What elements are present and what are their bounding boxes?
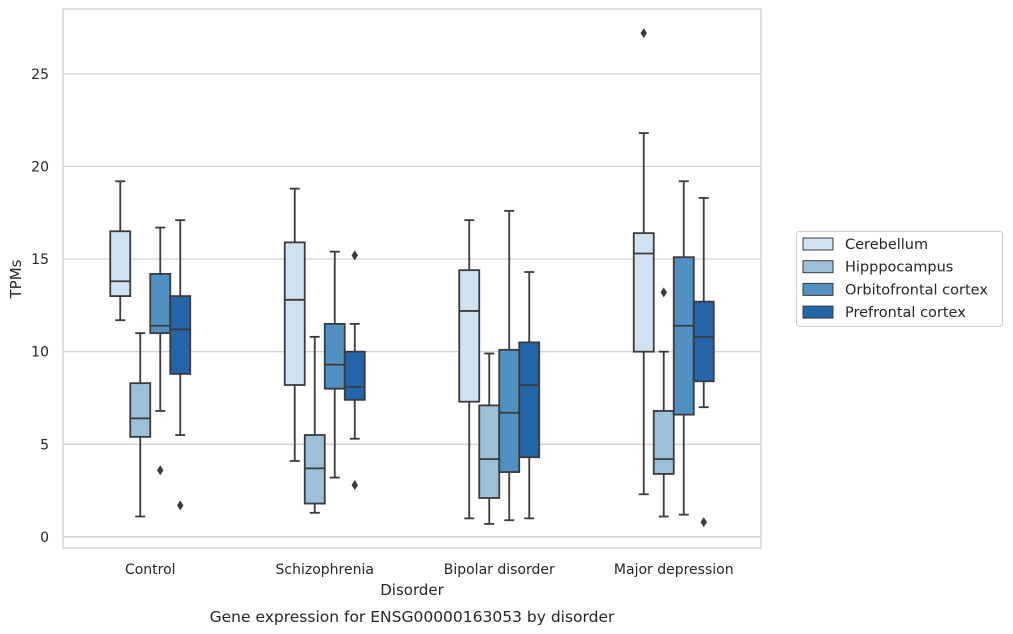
y-tick-label: 0	[40, 530, 49, 546]
legend-label: Prefrontal cortex	[845, 305, 966, 321]
box-iqr	[303, 434, 326, 505]
x-tick-label: Bipolar disorder	[444, 562, 555, 578]
box-iqr	[283, 241, 306, 386]
legend-swatch	[802, 237, 834, 251]
box-cerebellum-bipolar-disorder	[458, 219, 481, 520]
box-prefrontal-cortex-bipolar-disorder	[518, 271, 541, 520]
y-tick-label: 5	[40, 437, 49, 453]
chart-caption: Gene expression for ENSG00000163053 by d…	[210, 608, 615, 626]
box-iqr	[498, 348, 521, 473]
y-tick-label: 25	[31, 67, 49, 83]
y-tick-label: 20	[31, 159, 49, 175]
box-cerebellum-major-depression	[632, 28, 655, 496]
legend-swatch	[802, 260, 834, 274]
box-iqr	[149, 272, 172, 335]
box-iqr	[323, 322, 346, 390]
outlier-point	[351, 250, 358, 261]
x-tick-label: Control	[125, 562, 176, 578]
box-cerebellum-schizophrenia	[283, 187, 306, 462]
box-iqr	[109, 230, 132, 297]
x-tick-label: Major depression	[614, 562, 734, 578]
box-hipppocampus-schizophrenia	[303, 335, 326, 514]
outlier-point	[640, 28, 647, 39]
y-tick-label: 15	[31, 252, 49, 268]
box-iqr	[518, 341, 541, 459]
x-tick-label: Schizophrenia	[276, 562, 374, 578]
legend-frame	[796, 231, 1003, 327]
box-iqr	[169, 295, 192, 375]
box-hipppocampus-major-depression	[652, 287, 675, 518]
box-prefrontal-cortex-major-depression	[692, 197, 715, 528]
legend: Cerebellum Hipppocampus Orbitofrontal cort…	[796, 231, 1003, 327]
outlier-point	[700, 517, 707, 528]
box-iqr	[343, 350, 366, 401]
box-prefrontal-cortex-control	[169, 219, 192, 511]
outlier-point	[660, 287, 667, 298]
boxes	[109, 28, 715, 528]
legend-swatch	[802, 282, 834, 296]
legend-label: Cerebellum	[845, 237, 928, 253]
x-axis-title: Disorder	[380, 581, 444, 599]
box-hipppocampus-control	[129, 332, 152, 518]
box-iqr	[129, 382, 152, 438]
x-axis-ticks: Control Schizophrenia Bipolar disorder Majo…	[125, 562, 734, 578]
box-iqr	[672, 256, 695, 416]
box-cerebellum-control	[109, 180, 132, 322]
box-iqr	[478, 404, 501, 499]
legend-label: Orbitofrontal cortex	[845, 282, 988, 298]
outlier-point	[177, 500, 184, 511]
box-iqr	[632, 232, 655, 353]
box-prefrontal-cortex-schizophrenia	[343, 250, 366, 491]
y-tick-label: 10	[31, 345, 49, 361]
legend-label: Hipppocampus	[845, 260, 953, 276]
box-iqr	[458, 269, 481, 403]
y-axis-ticks: 0 5 10 15 20 25	[31, 67, 49, 546]
outlier-point	[351, 480, 358, 491]
legend-swatch	[802, 305, 834, 319]
y-axis-title: TPMs	[7, 259, 25, 299]
box-iqr	[692, 300, 715, 383]
outlier-point	[157, 465, 164, 476]
box-iqr	[652, 410, 675, 475]
